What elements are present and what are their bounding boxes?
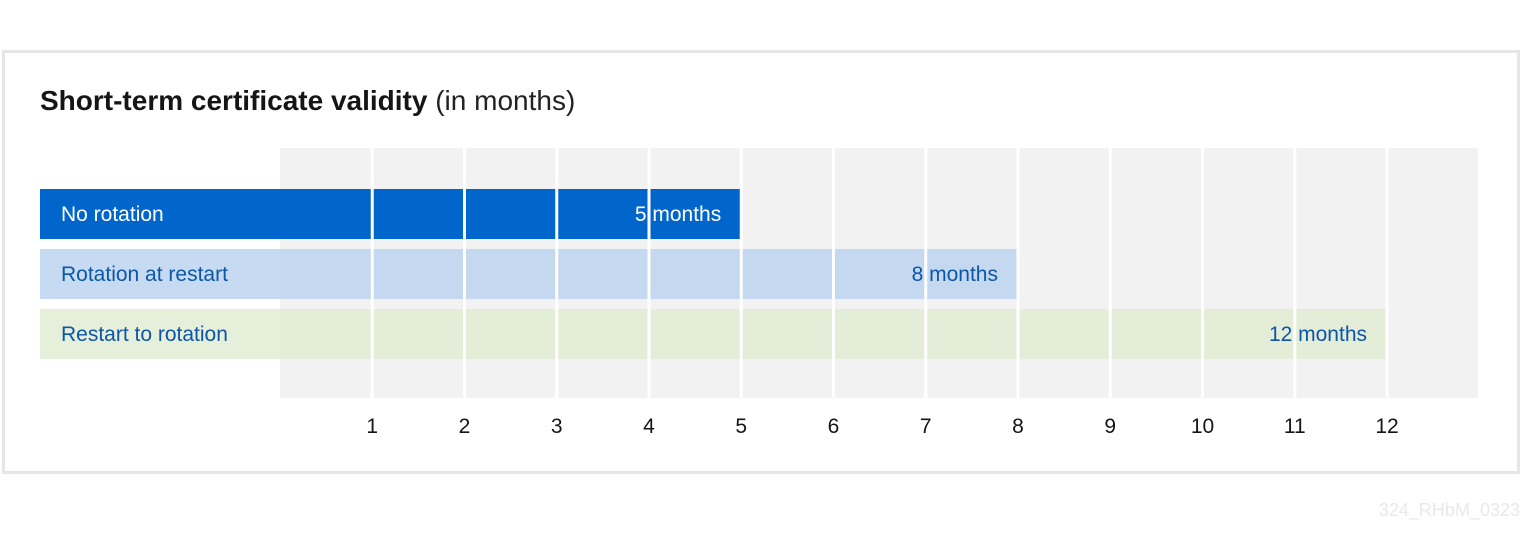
bar xyxy=(40,249,1018,299)
gridline xyxy=(370,148,374,398)
gridline xyxy=(1016,148,1020,398)
chart-title-units: (in months) xyxy=(435,85,576,116)
gridline xyxy=(924,148,928,398)
x-tick-label: 7 xyxy=(920,415,932,438)
x-tick-label: 8 xyxy=(1012,415,1024,438)
gridline xyxy=(1385,148,1389,398)
x-tick-label: 10 xyxy=(1191,415,1214,438)
x-tick-label: 11 xyxy=(1284,415,1306,438)
gridline xyxy=(1108,148,1112,398)
bar xyxy=(40,189,742,239)
bar-category-label: Rotation at restart xyxy=(61,263,228,286)
x-tick-label: 3 xyxy=(551,415,563,438)
x-tick-label: 12 xyxy=(1375,415,1398,438)
gridline xyxy=(463,148,466,398)
bar-category-label: Restart to rotation xyxy=(61,323,228,346)
bar-value-label: 5 months xyxy=(635,203,721,226)
x-tick-label: 9 xyxy=(1104,415,1116,438)
figure-id: 324_RHbM_0323 xyxy=(1378,500,1520,520)
x-tick-label: 4 xyxy=(643,415,655,438)
gridline xyxy=(647,148,651,398)
bar-category-label: No rotation xyxy=(61,203,164,226)
x-tick-label: 2 xyxy=(459,415,471,438)
gridline xyxy=(1293,148,1297,398)
x-tick-label: 5 xyxy=(735,415,747,438)
chart-title: Short-term certificate validity (in mont… xyxy=(40,85,575,117)
bar-value-label: 8 months xyxy=(912,263,998,286)
bar xyxy=(40,309,1387,359)
bar-value-label: 12 months xyxy=(1269,323,1367,346)
x-tick-label: 6 xyxy=(828,415,840,438)
gridline xyxy=(832,148,835,398)
chart-title-main: Short-term certificate validity xyxy=(40,85,428,116)
gridline xyxy=(1201,148,1204,398)
gridline xyxy=(739,148,743,398)
gridline xyxy=(555,148,559,398)
x-tick-label: 1 xyxy=(366,415,378,438)
